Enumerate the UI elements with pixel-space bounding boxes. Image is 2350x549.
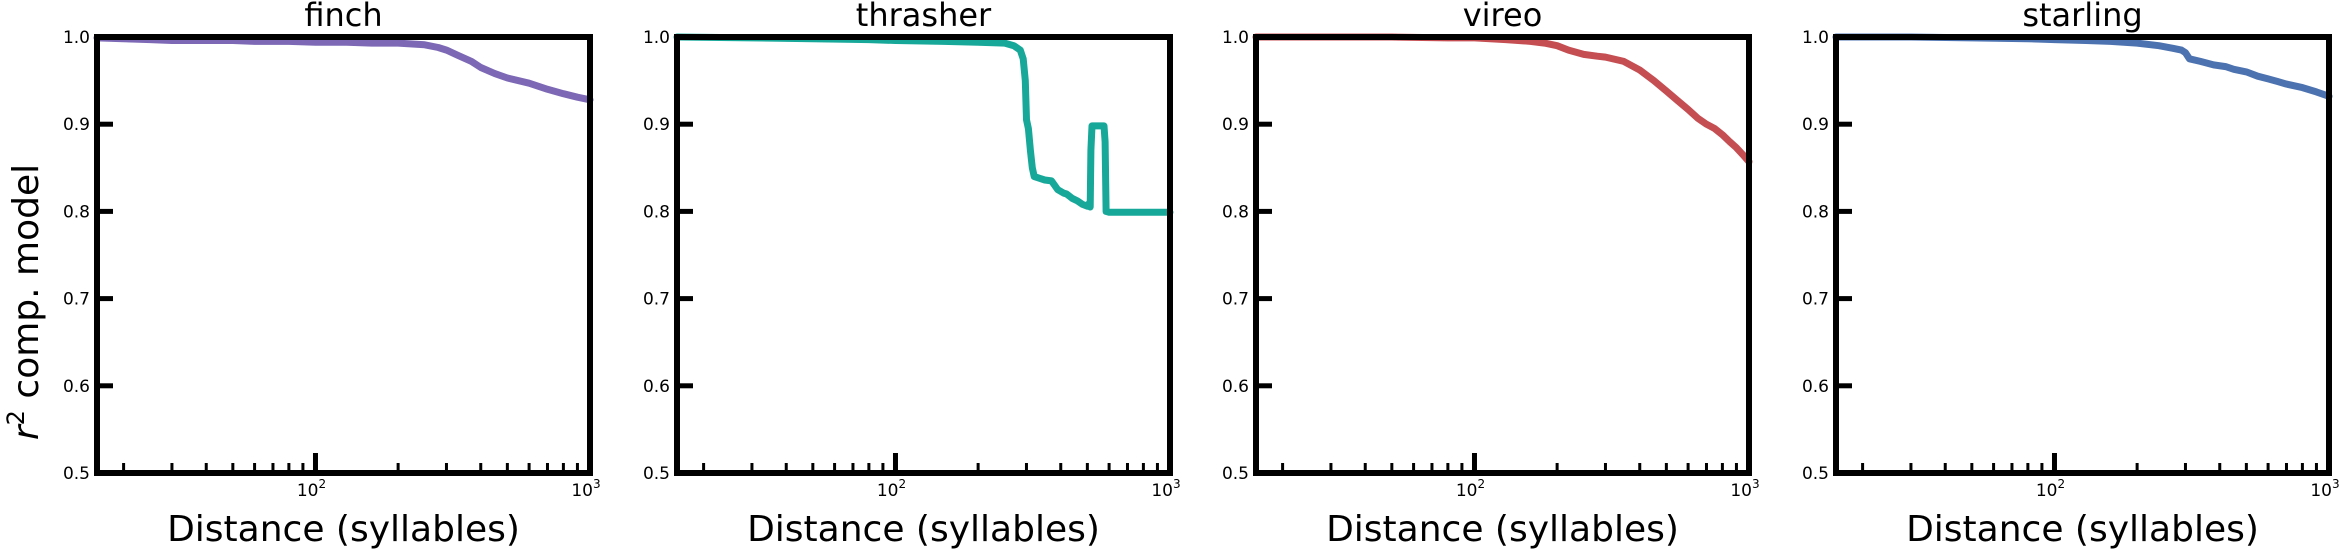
y-axis-label: r2 comp. model (2, 164, 47, 440)
series-line-finch-0 (93, 34, 594, 104)
y-tick-label: 1.0 (643, 28, 670, 48)
y-tick-label: 0.5 (643, 464, 670, 484)
plot-frame (1253, 34, 1752, 476)
y-tick-label: 0.5 (1802, 464, 1829, 484)
y-tick-label: 0.5 (1222, 464, 1249, 484)
panel-title: vireo (1463, 0, 1543, 34)
x-tick-label: 103 (1151, 477, 1180, 501)
y-tick-label: 1.0 (1802, 28, 1829, 48)
x-axis-label: Distance (syllables) (167, 509, 520, 549)
x-tick-label: 103 (2310, 477, 2339, 501)
y-tick-label: 0.8 (1802, 202, 1829, 222)
y-tick-label: 0.7 (63, 290, 90, 310)
plot-frame (1833, 34, 2332, 476)
y-tick-label: 0.7 (643, 290, 670, 310)
panel-thrasher: thrasher Distance (syllables) 0.5 0.6 0.7 0.8… (643, 0, 1181, 549)
plot-frame (674, 34, 1173, 476)
x-tick-label: 102 (1456, 477, 1485, 501)
y-tick-label: 0.9 (1222, 115, 1249, 135)
y-tick-label: 0.9 (63, 115, 90, 135)
y-tick-label: 0.6 (63, 377, 90, 397)
x-axis-label: Distance (syllables) (1326, 509, 1679, 549)
y-tick-label: 0.8 (63, 202, 90, 222)
panel-title: starling (2022, 0, 2142, 34)
x-axis-label: Distance (syllables) (1906, 509, 2259, 549)
series-line-starling-0 (1832, 33, 2333, 100)
y-axis-label-sup: 2 (2, 410, 30, 425)
y-tick-label: 0.6 (1802, 377, 1829, 397)
x-axis-label: Distance (syllables) (747, 509, 1100, 549)
x-tick-label: 103 (571, 477, 600, 501)
y-tick-label: 0.6 (643, 377, 670, 397)
panel-starling: starling Distance (syllables) 0.5 0.6 0.7 0.8… (1802, 0, 2340, 549)
x-tick-label: 102 (297, 477, 326, 501)
y-tick-label: 0.9 (1802, 115, 1829, 135)
y-tick-label: 0.8 (1222, 202, 1249, 222)
y-tick-label: 0.8 (643, 202, 670, 222)
y-tick-label: 0.9 (643, 115, 670, 135)
panel-finch: finch Distance (syllables) 0.5 0.6 0.7 0.8 0.9… (63, 0, 601, 549)
panel-title: finch (304, 0, 382, 34)
panel-title: thrasher (856, 0, 992, 34)
panel-vireo: vireo Distance (syllables) 0.5 0.6 0.7 0.8 0.9… (1222, 0, 1760, 549)
y-tick-label: 0.5 (63, 464, 90, 484)
y-tick-label: 0.6 (1222, 377, 1249, 397)
y-tick-label: 1.0 (63, 28, 90, 48)
series-line-vireo-0 (1252, 33, 1753, 166)
y-axis-label-r: r (6, 423, 47, 440)
x-tick-label: 103 (1730, 477, 1759, 501)
y-tick-label: 0.7 (1802, 290, 1829, 310)
series-line-thrasher-0 (673, 33, 1174, 216)
x-tick-label: 102 (2036, 477, 2065, 501)
y-axis-label-rest: comp. model (6, 164, 47, 410)
y-tick-label: 1.0 (1222, 28, 1249, 48)
plot-frame (94, 34, 593, 476)
x-tick-label: 102 (877, 477, 906, 501)
y-tick-label: 0.7 (1222, 290, 1249, 310)
